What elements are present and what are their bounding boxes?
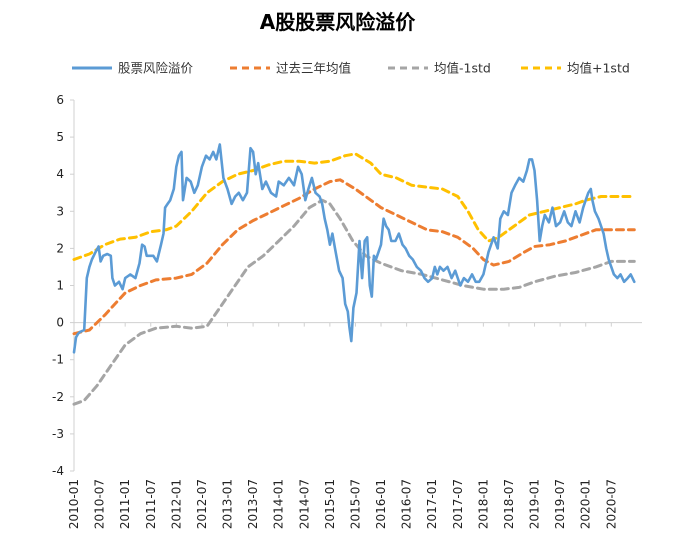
legend: 股票风险溢价 过去三年均值 均值-1std 均值+1std — [72, 61, 630, 76]
x-tick-label: 2015-01 — [323, 479, 337, 529]
legend-label-1: 过去三年均值 — [276, 61, 351, 76]
x-tick-label: 2013-07 — [246, 479, 260, 529]
x-tick-label: 2018-01 — [476, 479, 490, 529]
x-tick-label: 2011-01 — [118, 479, 132, 529]
y-tick-label: -1 — [52, 353, 64, 367]
x-tick-label: 2016-01 — [374, 479, 388, 529]
series-line-2 — [72, 198, 636, 406]
x-tick-label: 2014-07 — [297, 479, 311, 529]
x-tick-label: 2016-07 — [400, 479, 414, 529]
x-tick-label: 2020-01 — [579, 479, 593, 529]
series-line-3 — [72, 152, 636, 261]
x-tick-label: 2012-07 — [195, 479, 209, 529]
x-tick-label: 2020-07 — [604, 479, 618, 529]
y-axis: -4 -3 -2 -1 0 1 2 3 4 5 6 — [52, 93, 75, 478]
y-tick-label: 4 — [56, 167, 64, 181]
y-tick-label: 1 — [56, 279, 64, 293]
x-tick-label: 2017-01 — [425, 479, 439, 529]
x-tick-label: 2014-01 — [272, 479, 286, 529]
y-tick-label: -2 — [52, 390, 64, 404]
x-tick-label: 2010-07 — [93, 479, 107, 529]
legend-label-2: 均值-1std — [434, 61, 491, 76]
series-line-0 — [72, 143, 636, 354]
legend-label-0: 股票风险溢价 — [118, 61, 194, 76]
x-tick-label: 2019-07 — [553, 479, 567, 529]
chart-title: A股股票风险溢价 — [259, 10, 416, 34]
y-tick-label: 2 — [56, 241, 64, 255]
x-tick-label: 2013-01 — [221, 479, 235, 529]
x-tick-label: 2012-01 — [169, 479, 183, 529]
y-tick-label: -3 — [52, 427, 64, 441]
series-line-1 — [72, 178, 636, 336]
x-tick-label: 2017-07 — [451, 479, 465, 529]
x-tick-label: 2015-07 — [348, 479, 362, 529]
x-tick-label: 2011-07 — [144, 479, 158, 529]
y-tick-label: -4 — [52, 464, 64, 478]
y-tick-label: 0 — [56, 316, 64, 330]
x-tick-label: 2010-01 — [67, 479, 81, 529]
x-tick-label: 2019-01 — [528, 479, 542, 529]
y-tick-label: 5 — [56, 130, 64, 144]
legend-label-3: 均值+1std — [567, 61, 630, 76]
series-layer — [72, 143, 636, 406]
x-tick-label: 2018-07 — [502, 479, 516, 529]
y-tick-label: 6 — [56, 93, 64, 107]
x-axis: 2010-01 2010-07 2011-01 2011-07 2012-01 2012-… — [67, 322, 642, 529]
y-tick-label: 3 — [56, 204, 64, 218]
